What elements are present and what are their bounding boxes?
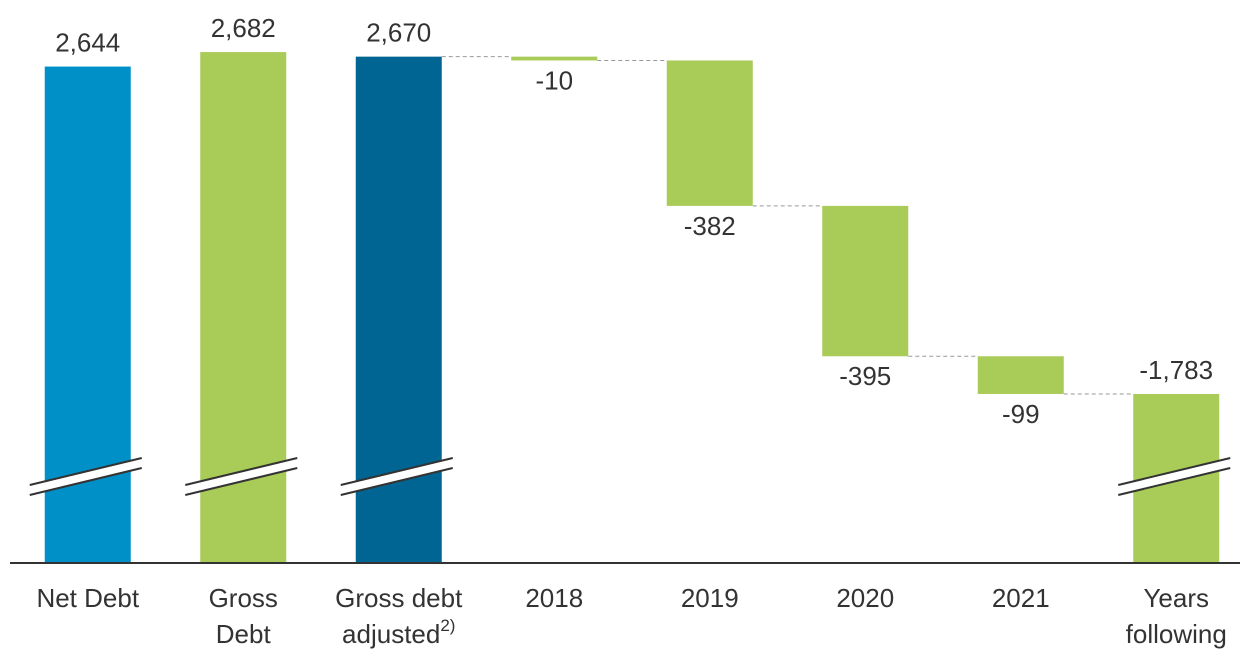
value-label: 2,682 — [211, 13, 276, 43]
x-tick-label: Years — [1143, 583, 1209, 613]
axis-break-line — [340, 457, 453, 486]
x-tick-label: following — [1126, 619, 1227, 649]
bar — [511, 56, 598, 61]
x-tick-label: adjusted2) — [342, 616, 455, 648]
bar — [822, 205, 909, 357]
value-label: -382 — [684, 211, 736, 241]
x-tick-label: Net Debt — [36, 583, 139, 613]
axis-break — [1120, 458, 1231, 495]
x-tick-label: Gross — [209, 583, 278, 613]
axis-break-line — [185, 457, 298, 486]
axis-break — [187, 458, 298, 495]
bar — [977, 356, 1064, 394]
x-tick-label: 2021 — [992, 583, 1050, 613]
value-label: 2,670 — [366, 18, 431, 48]
axis-break — [31, 458, 142, 495]
axis-break-line — [340, 467, 453, 496]
value-label: -395 — [839, 361, 891, 391]
axis-break-line — [1118, 457, 1231, 486]
value-label: -99 — [1002, 399, 1040, 429]
x-tick-label: Debt — [216, 619, 272, 649]
axis-break-line — [1118, 467, 1231, 496]
x-tick-label: 2018 — [525, 583, 583, 613]
value-label: -10 — [535, 65, 573, 95]
axis-break — [342, 458, 453, 495]
value-label: -1,783 — [1139, 355, 1213, 385]
x-tick-label: 2020 — [836, 583, 894, 613]
axis-break-line — [29, 467, 142, 496]
bar — [666, 60, 753, 206]
axis-break-line — [29, 457, 142, 486]
x-tick-label: Gross debt — [335, 583, 463, 613]
axis-break-line — [185, 467, 298, 496]
value-label: 2,644 — [55, 27, 120, 57]
superscript: 2) — [440, 616, 455, 635]
x-tick-label: 2019 — [681, 583, 739, 613]
